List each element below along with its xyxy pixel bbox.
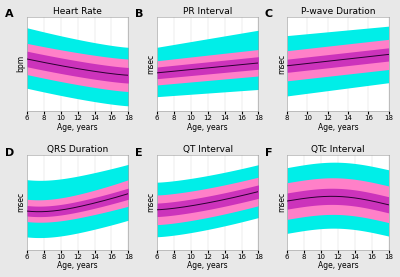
- Title: PR Interval: PR Interval: [183, 7, 232, 16]
- Text: C: C: [265, 9, 273, 19]
- Y-axis label: bpm: bpm: [17, 55, 26, 72]
- Y-axis label: msec: msec: [147, 54, 156, 74]
- X-axis label: Age, years: Age, years: [57, 261, 98, 270]
- X-axis label: Age, years: Age, years: [188, 122, 228, 132]
- X-axis label: Age, years: Age, years: [57, 122, 98, 132]
- Text: E: E: [135, 148, 142, 158]
- Y-axis label: msec: msec: [277, 54, 286, 74]
- Title: QT Interval: QT Interval: [183, 145, 233, 155]
- Y-axis label: msec: msec: [277, 192, 286, 212]
- Title: P-wave Duration: P-wave Duration: [301, 7, 375, 16]
- Text: D: D: [5, 148, 14, 158]
- X-axis label: Age, years: Age, years: [318, 261, 358, 270]
- X-axis label: Age, years: Age, years: [188, 261, 228, 270]
- X-axis label: Age, years: Age, years: [318, 122, 358, 132]
- Text: F: F: [265, 148, 272, 158]
- Title: Heart Rate: Heart Rate: [53, 7, 102, 16]
- Y-axis label: msec: msec: [147, 192, 156, 212]
- Title: QTc Interval: QTc Interval: [311, 145, 365, 155]
- Title: QRS Duration: QRS Duration: [47, 145, 108, 155]
- Y-axis label: msec: msec: [17, 192, 26, 212]
- Text: B: B: [135, 9, 143, 19]
- Text: A: A: [5, 9, 13, 19]
